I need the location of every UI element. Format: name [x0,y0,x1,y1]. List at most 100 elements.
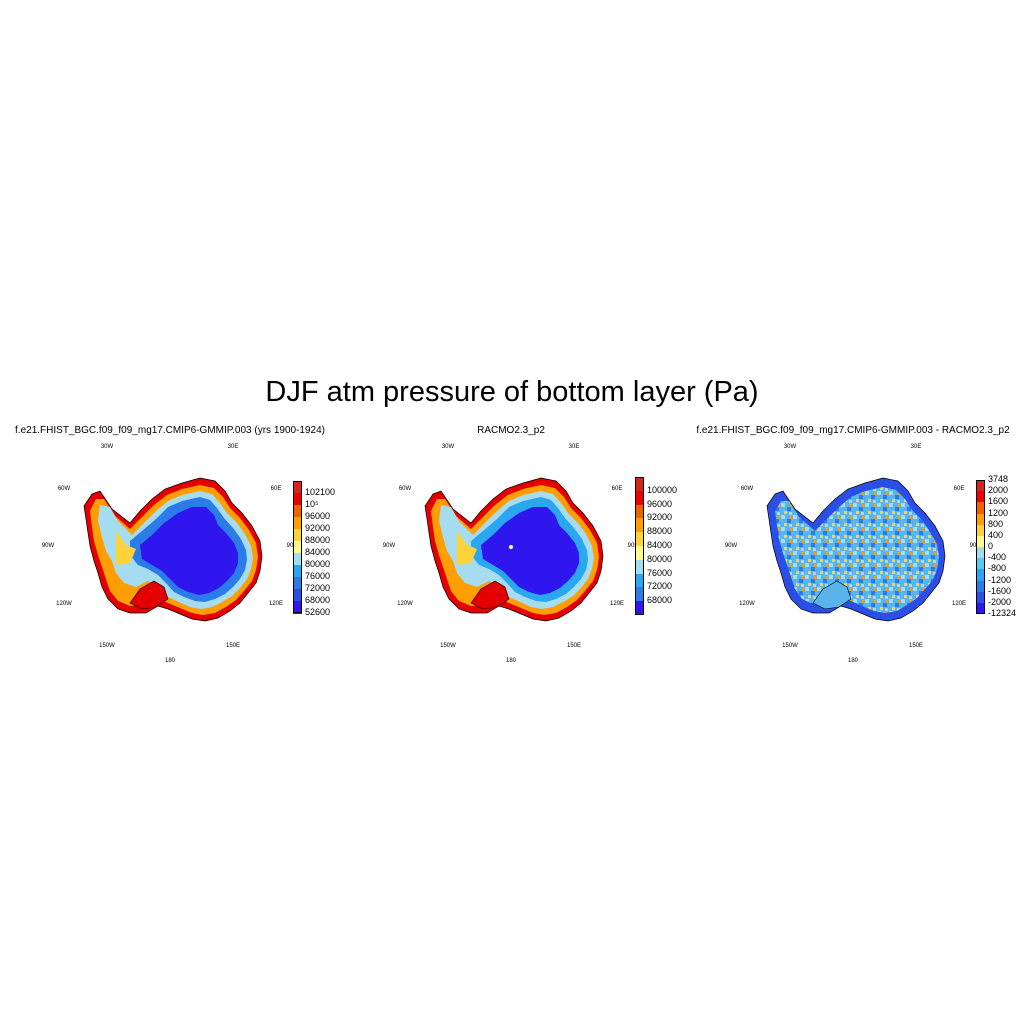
colorbar-tick-label: 1200 [988,507,1009,518]
lon-label-60e: 60E [953,486,965,492]
colorbar-segment [635,518,644,533]
lon-label-120e: 120E [268,601,284,607]
lon-label-90e: 90E [627,543,639,549]
colorbar-segment [635,587,644,602]
colorbar-tick-label: 96000 [647,498,673,509]
colorbar-segment [293,493,302,506]
lon-label-150e: 150E [908,643,924,649]
lon-label-180: 180 [505,658,517,664]
colorbar-tick-label: -800 [988,563,1007,574]
colorbar-segment [635,546,644,561]
colorbar-tick-label: -12324 [988,608,1017,618]
colorbar-segment [976,491,985,503]
colorbar-segment [293,529,302,542]
colorbar-tick-label: 88000 [305,535,331,545]
lon-label-120e: 120E [609,601,625,607]
colorbar-tick-label: 96000 [305,511,331,521]
colorbar-segment [635,477,644,492]
colorbar-tick-label: 80000 [305,559,331,569]
colorbar-tick-label: 100000 [647,484,678,495]
panel-difference: f.e21.FHIST_BGC.f09_f09_mg17.CMIP6-GMMIP… [683,425,1023,675]
colorbar-segment [976,547,985,559]
colorbar-segment [976,591,985,604]
lon-label-60e: 60E [270,486,282,492]
colorbar-tick-label: 76000 [647,567,673,578]
panel-model: f.e21.FHIST_BGC.f09_f09_mg17.CMIP6-GMMIP… [0,425,340,675]
lon-label-120e: 120E [951,601,967,607]
colorbar-tick-label: 400 [988,529,1004,540]
colorbar-tick-label: 0 [988,541,994,551]
colorbar-segment [976,602,985,615]
colorbar-segment [976,580,985,593]
colorbar-segment [976,535,985,548]
lon-label-90w: 90W [724,543,738,549]
colorbar-segment [293,505,302,518]
colorbar-tick-label: 1600 [988,496,1009,507]
colorbar-segment [976,502,985,514]
colorbar-segment [635,504,644,519]
colorbar-tick-label: 84000 [647,540,673,550]
colorbar-segment [635,559,644,575]
colorbar-segment [976,524,985,537]
lon-label-90w: 90W [41,543,55,549]
lon-label-30w: 30W [783,444,797,450]
lon-label-150e: 150E [225,643,241,649]
panel-title: f.e21.FHIST_BGC.f09_f09_mg17.CMIP6-GMMIP… [696,425,1010,436]
colorbar-tick-label: 2000 [988,485,1009,496]
colorbar-segment [293,517,302,530]
colorbar-tick-label: 80000 [647,553,673,564]
panel-racmo: RACMO2.3_p2 30W 30E 60W 60E 90W 90E 120W… [341,425,681,675]
lon-label-30w: 30W [441,444,455,450]
colorbar-segment [293,577,302,590]
lon-label-90e: 90E [969,543,981,549]
colorbar-tick-label: 92000 [305,523,331,533]
antarctica-map-racmo [424,477,604,622]
colorbar-tick-label: 102100 [305,487,336,497]
colorbar-segment [976,569,985,581]
lon-label-30e: 30E [910,444,922,450]
colorbar-segment [976,513,985,526]
colorbar-tick-label: 3748 [988,474,1009,484]
lon-label-180: 180 [847,658,859,664]
antarctica-map-model [83,477,263,622]
lon-label-30w: 30W [100,444,114,450]
colorbar-tick-label: 72000 [647,581,673,592]
lon-label-150e: 150E [566,643,582,649]
figure-title: DJF atm pressure of bottom layer (Pa) [265,376,759,408]
panel-title: RACMO2.3_p2 [477,425,545,436]
colorbar-segment [635,573,644,588]
lon-label-90e: 90E [286,543,298,549]
lon-label-180: 180 [164,658,176,664]
colorbar-segment [293,589,302,602]
colorbar-tick-label: 10⁵ [305,499,319,509]
colorbar-segment [293,481,302,494]
lon-label-60w: 60W [398,486,412,492]
colorbar-tick-label: 68000 [647,595,673,606]
colorbar-tick-label: 84000 [305,547,331,557]
colorbar-tick-label: -400 [988,552,1007,563]
colorbar-tick-label: 88000 [647,526,673,537]
colorbar-segment [976,480,985,492]
colorbar-tick-label: 72000 [305,583,331,593]
colorbar-tick-label: 76000 [305,571,331,581]
colorbar-tick-label: 92000 [647,512,673,523]
colorbar-tick-label: -1200 [988,574,1012,585]
colorbar-segment [293,553,302,566]
colorbar-tick-label: 800 [988,518,1004,529]
colorbar-tick-label: -2000 [988,596,1012,607]
lon-label-150w: 150W [782,643,798,649]
colorbar-segment [976,558,985,570]
lon-label-60w: 60W [57,486,71,492]
colorbar-segment [635,490,644,506]
colorbar-tick-label: 68000 [305,595,331,605]
lon-label-60e: 60E [611,486,623,492]
lon-label-120w: 120W [56,601,72,607]
lon-label-60w: 60W [740,486,754,492]
colorbar-segment [635,532,644,547]
lon-label-30e: 30E [568,444,580,450]
lon-label-120w: 120W [397,601,413,607]
lon-label-150w: 150W [440,643,456,649]
colorbar-segment [635,601,644,616]
panel-title: f.e21.FHIST_BGC.f09_f09_mg17.CMIP6-GMMIP… [15,425,325,436]
antarctica-map-difference [766,477,946,622]
